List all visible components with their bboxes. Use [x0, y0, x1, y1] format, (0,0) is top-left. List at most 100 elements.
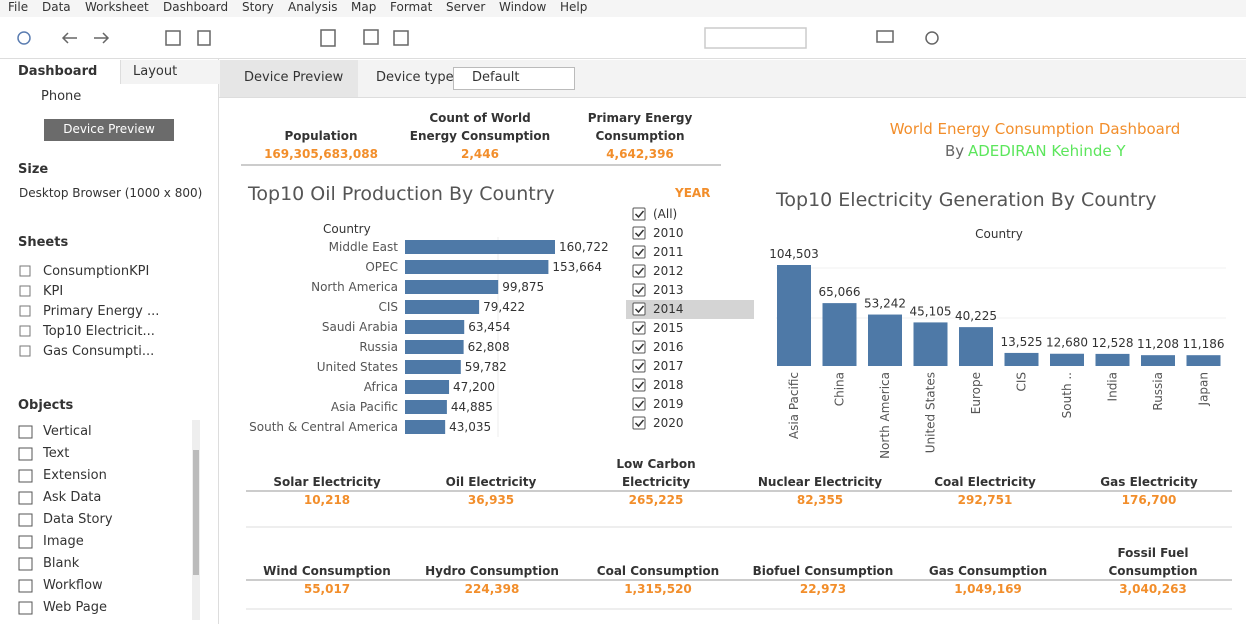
- filter-item[interactable]: 2017: [653, 359, 684, 373]
- axis-label: Country: [975, 227, 1023, 241]
- save-icon[interactable]: [165, 30, 181, 46]
- object-item[interactable]: Image: [43, 534, 84, 549]
- check-mark: [634, 210, 645, 219]
- device-type-select[interactable]: [453, 67, 575, 90]
- value-label: 160,722: [559, 240, 609, 254]
- filter-item[interactable]: 2016: [653, 340, 684, 354]
- category-label: China: [833, 372, 847, 406]
- button-label[interactable]: Device Preview: [63, 122, 155, 136]
- menu-item[interactable]: File: [8, 0, 29, 14]
- sheet-item[interactable]: Primary Energy ...: [43, 304, 160, 319]
- preview-button[interactable]: [44, 119, 174, 141]
- bar: [405, 360, 461, 374]
- sheet-icon: [19, 345, 31, 357]
- object-item[interactable]: Web Page: [43, 600, 107, 615]
- sheet-item[interactable]: Gas Consumpti...: [43, 344, 155, 359]
- device-type-value[interactable]: Default: [472, 70, 520, 85]
- object-item[interactable]: Workflow: [43, 578, 103, 593]
- filter-item[interactable]: 2014: [653, 302, 684, 316]
- check-mark: [634, 381, 645, 390]
- menu-item[interactable]: Worksheet: [85, 0, 149, 14]
- kpi-label: Low Carbon Electricity: [616, 457, 696, 489]
- kpi-value: 176,700: [1121, 493, 1177, 507]
- sheet-icon: [19, 285, 31, 297]
- scroll-thumb[interactable]: [193, 450, 199, 575]
- kpi-label: Population: [284, 129, 358, 143]
- new-icon[interactable]: [197, 30, 211, 46]
- preview-tab[interactable]: [220, 60, 358, 97]
- filter-item[interactable]: 2013: [653, 283, 684, 297]
- kpi-value: 292,751: [957, 493, 1013, 507]
- object-item[interactable]: Vertical: [43, 424, 92, 439]
- object-item[interactable]: Data Story: [43, 512, 113, 527]
- category-label: Africa: [364, 380, 398, 394]
- object-item[interactable]: Extension: [43, 468, 107, 483]
- toolbar-dropdown[interactable]: [704, 27, 807, 49]
- value-label: 79,422: [483, 300, 525, 314]
- menu-item[interactable]: Format: [390, 0, 433, 14]
- filter-item[interactable]: (All): [653, 207, 677, 221]
- author: ADEDIRAN Kehinde Y: [968, 142, 1126, 160]
- category-label: Asia Pacific: [787, 372, 801, 439]
- tab[interactable]: Layout: [133, 64, 178, 79]
- menu-item[interactable]: Analysis: [288, 0, 338, 14]
- check-mark: [634, 305, 645, 314]
- category-label: India: [1106, 372, 1120, 401]
- check-mark: [634, 362, 645, 371]
- object-item[interactable]: Text: [43, 446, 70, 461]
- category-label: CIS: [378, 300, 398, 314]
- object-item[interactable]: Ask Data: [43, 490, 102, 505]
- menu-item[interactable]: Dashboard: [163, 0, 229, 14]
- axis-label: Country: [323, 222, 371, 236]
- check-mark: [634, 343, 645, 352]
- kpi-label: Gas Electricity: [1100, 475, 1198, 489]
- object-icon: [18, 557, 33, 571]
- chart-icon[interactable]: [320, 29, 336, 47]
- checkbox: [632, 397, 646, 411]
- object-item[interactable]: Blank: [43, 556, 80, 571]
- filter-item[interactable]: 2015: [653, 321, 684, 335]
- check-mark: [634, 229, 645, 238]
- value-label: 13,525: [1001, 335, 1043, 349]
- menu-item[interactable]: Server: [446, 0, 486, 14]
- sheet-item[interactable]: Top10 Electricit...: [43, 324, 155, 339]
- check-mark: [634, 419, 645, 428]
- device-item[interactable]: Phone: [41, 89, 82, 104]
- undo-redo[interactable]: [61, 32, 110, 44]
- bar: [1186, 355, 1221, 366]
- filter-item[interactable]: 2010: [653, 226, 684, 240]
- present-icon[interactable]: [876, 30, 894, 43]
- category-label: North America: [878, 372, 892, 459]
- kpi-value: 82,355: [796, 493, 844, 507]
- menu-item[interactable]: Data: [42, 0, 71, 14]
- kpi-label: Biofuel Consumption: [752, 564, 894, 578]
- tab[interactable]: Dashboard: [18, 64, 98, 79]
- sheet-item[interactable]: ConsumptionKPI: [43, 264, 150, 279]
- filter-item[interactable]: 2012: [653, 264, 684, 278]
- filter-item[interactable]: 2020: [653, 416, 684, 430]
- filter-item[interactable]: 2019: [653, 397, 684, 411]
- category-label: United States: [924, 372, 938, 453]
- size-dropdown[interactable]: Desktop Browser (1000 x 800): [19, 186, 203, 200]
- value-label: 11,208: [1137, 337, 1179, 351]
- menu-item[interactable]: Help: [560, 0, 588, 14]
- filter-title: YEAR: [674, 186, 710, 200]
- share-icon[interactable]: [925, 31, 939, 45]
- preview-tab-label[interactable]: Device Preview: [244, 70, 344, 85]
- menu-item[interactable]: Map: [351, 0, 377, 14]
- sheet-item[interactable]: KPI: [43, 284, 64, 299]
- menu-item[interactable]: Story: [242, 0, 274, 14]
- bar: [822, 303, 857, 366]
- filter-item[interactable]: 2011: [653, 245, 684, 259]
- object-icon: [18, 491, 33, 505]
- kpi-value: 4,642,396: [606, 147, 674, 161]
- filter-item[interactable]: 2018: [653, 378, 684, 392]
- menu-item[interactable]: Window: [499, 0, 547, 14]
- clear-icon[interactable]: [393, 30, 409, 46]
- check-mark: [634, 400, 645, 409]
- section-title: Objects: [18, 398, 74, 413]
- object-icon: [18, 513, 33, 527]
- sheet-icon: [19, 325, 31, 337]
- dup-icon[interactable]: [363, 29, 379, 45]
